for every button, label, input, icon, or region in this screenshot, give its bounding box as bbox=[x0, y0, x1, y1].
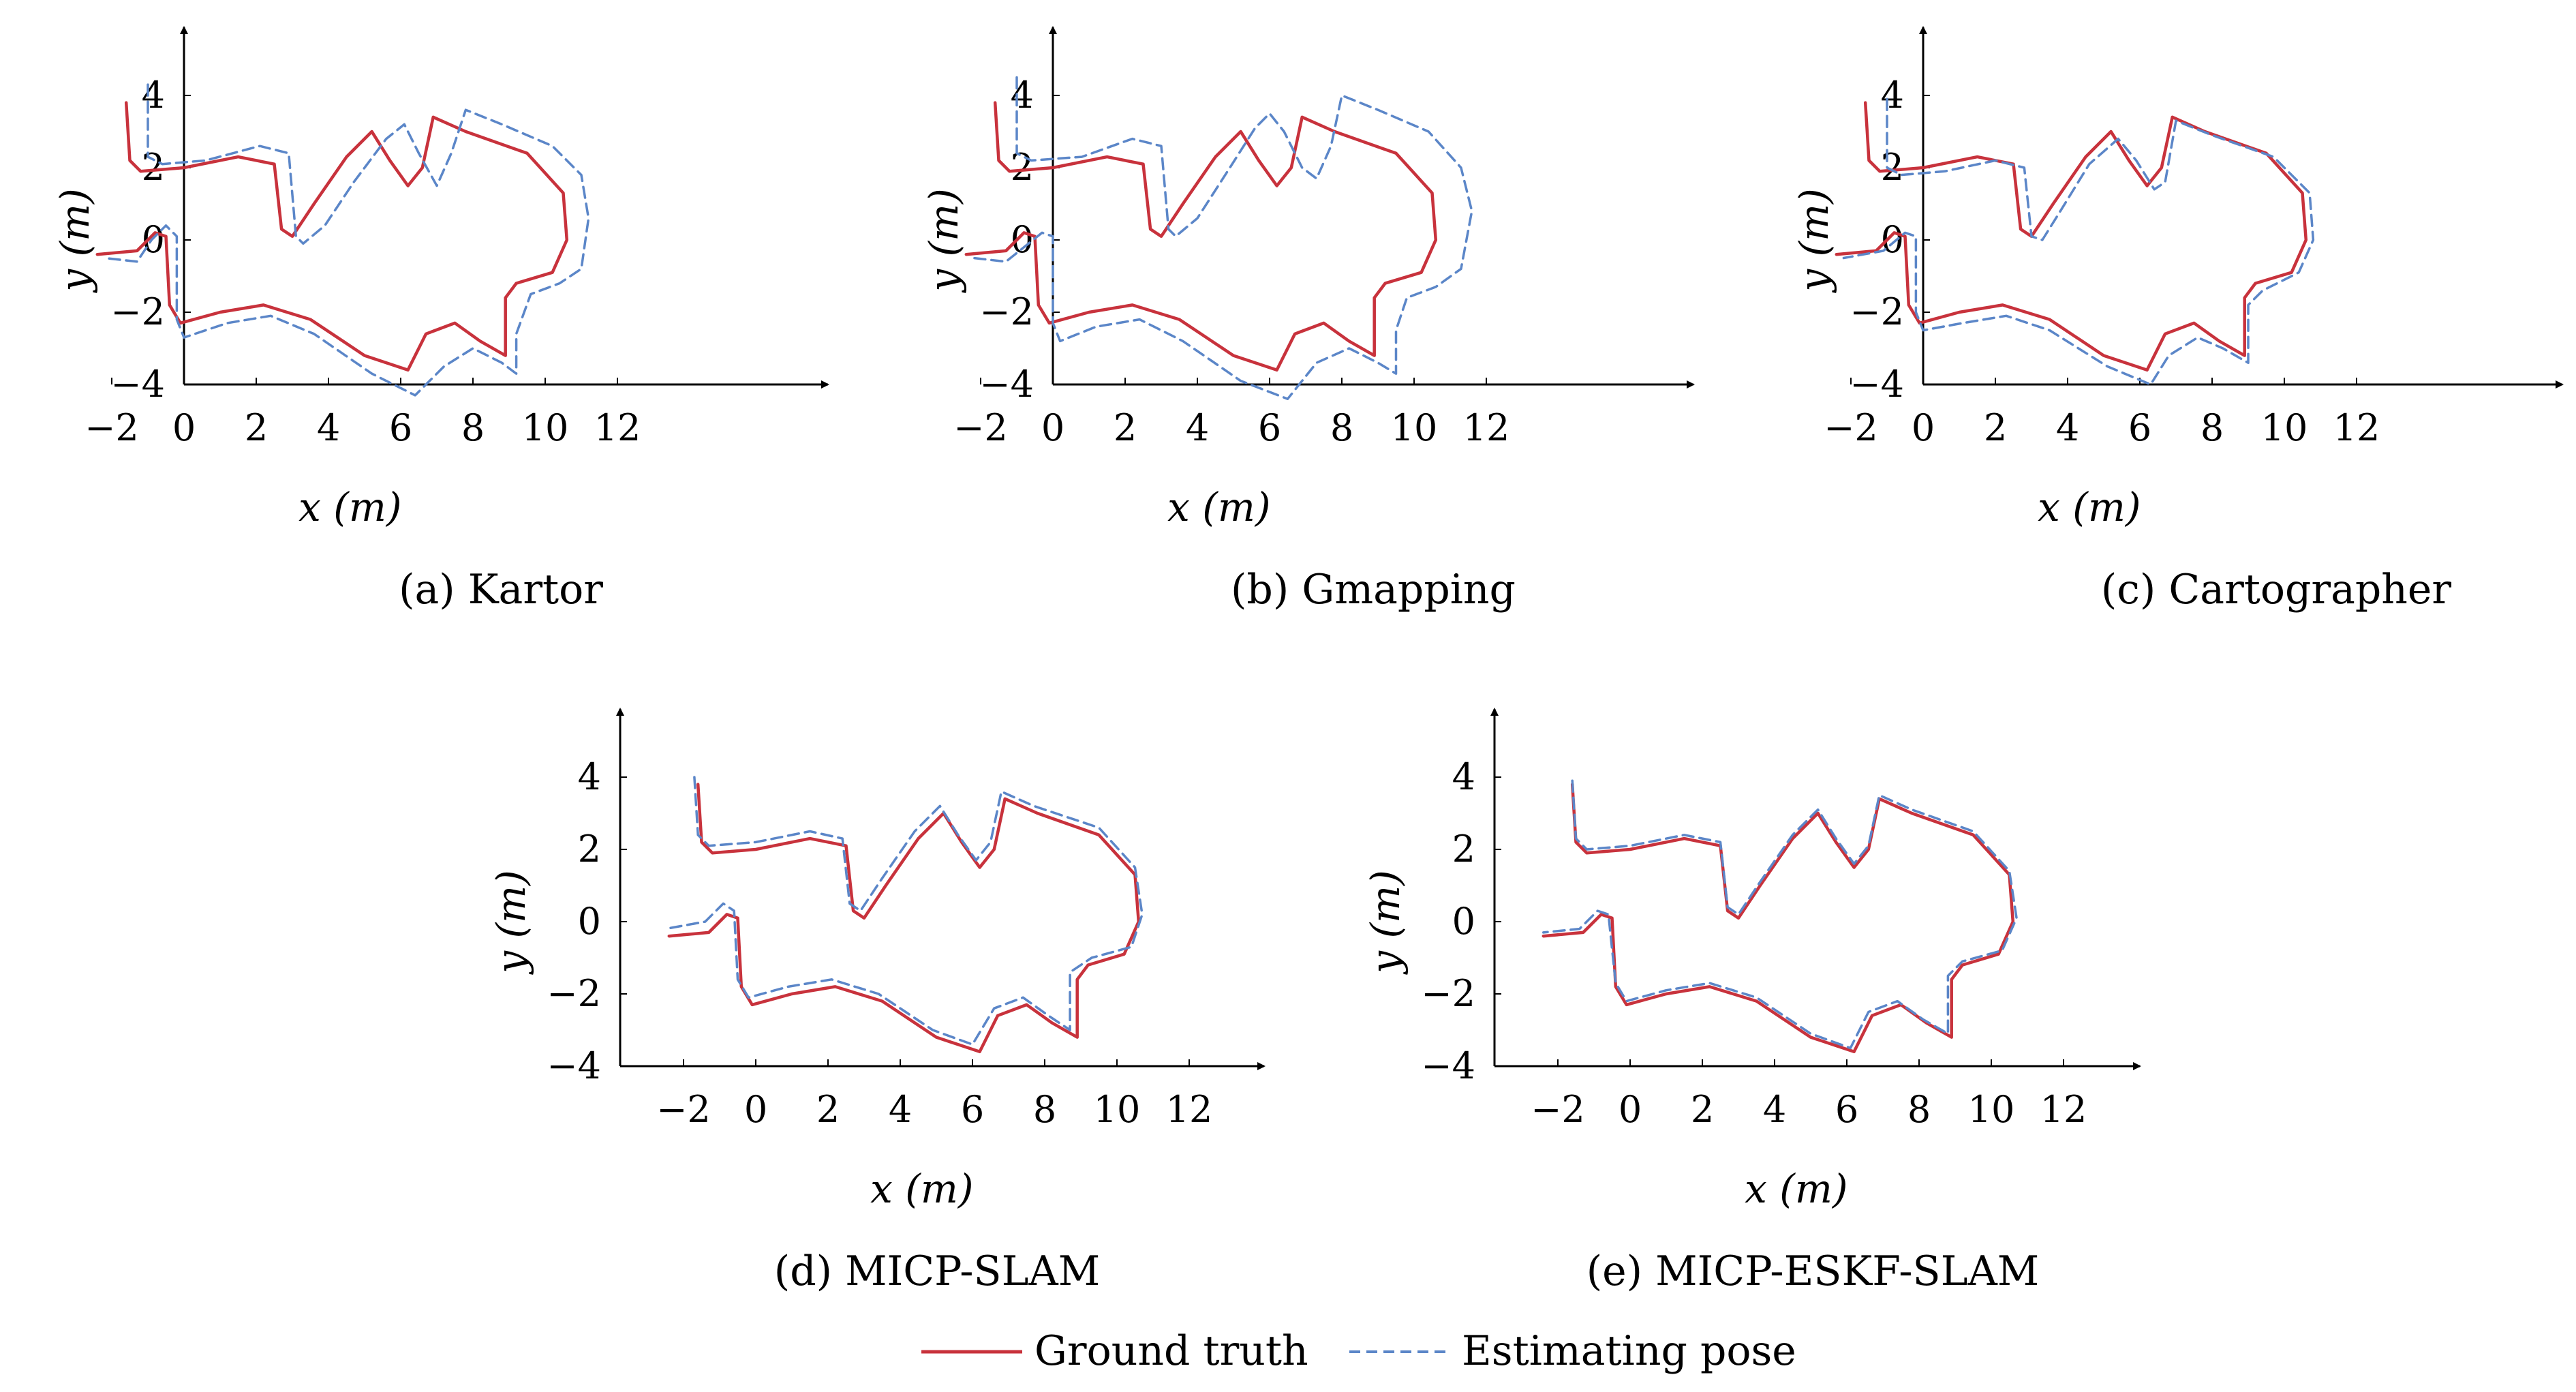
x-tick-label: 2 bbox=[1691, 1088, 1714, 1131]
y-tick-label: 4 bbox=[142, 74, 165, 117]
x-tick-label: 12 bbox=[2040, 1088, 2087, 1131]
chart-panel-1: 420−2−4−2 0 2 4 6 8 10 12x (m)y (m)(a) Kartor bbox=[52, 26, 829, 614]
series-estimating-pose bbox=[664, 776, 1144, 1046]
x-tick-label: −2 bbox=[85, 406, 139, 449]
x-tick-label: 8 bbox=[2201, 406, 2224, 449]
y-tick-label: 4 bbox=[1011, 74, 1034, 117]
x-tick-label: 0 bbox=[172, 406, 196, 449]
series-ground-truth bbox=[1835, 101, 2308, 372]
x-tick-label: 10 bbox=[1094, 1088, 1141, 1131]
chart-panel-2: 420−2−4−2 0 2 4 6 8 10 12x (m)y (m)(b) Gmapping bbox=[921, 26, 1695, 614]
x-tick-label: 10 bbox=[2261, 406, 2308, 449]
x-tick-label: 4 bbox=[889, 1088, 912, 1131]
x-tick-label: 2 bbox=[816, 1088, 840, 1131]
chart-panel-5: 4 2 0 −2 −4 −2 0 2 4 6 8 10 12 x (m) y (m) (e) MICP-ESK… bbox=[1362, 708, 2141, 1295]
y-axis-label: y (m) bbox=[1362, 870, 1409, 975]
x-axis-label: x (m) bbox=[298, 484, 401, 530]
y-tick-label: 2 bbox=[142, 146, 165, 189]
y-tick-label: 0 bbox=[1452, 900, 1475, 943]
x-tick-label: 6 bbox=[1835, 1088, 1858, 1131]
y-tick-label: −4 bbox=[979, 363, 1034, 406]
x-tick-label: −2 bbox=[1531, 1088, 1585, 1131]
chart-panel-3: 420−2−4−2 0 2 4 6 8 10 12x (m)y (m)(c) Cartogra… bbox=[1791, 26, 2564, 614]
x-tick-label: 6 bbox=[961, 1088, 984, 1131]
x-tick-label: 2 bbox=[1984, 406, 2007, 449]
x-tick-label: 8 bbox=[1033, 1088, 1056, 1131]
y-tick-label: 4 bbox=[1881, 74, 1904, 117]
x-axis-label: x (m) bbox=[1167, 484, 1270, 530]
panel-caption: (b) Gmapping bbox=[1231, 566, 1516, 614]
y-tick-label: −4 bbox=[110, 363, 165, 406]
panel-caption: (a) Kartor bbox=[399, 566, 603, 614]
y-axis-label: y (m) bbox=[52, 188, 98, 293]
y-tick-label: −4 bbox=[1850, 363, 1904, 406]
x-tick-label: 4 bbox=[1186, 406, 1209, 449]
series-estimating-pose bbox=[1842, 97, 2315, 386]
x-tick-label: 10 bbox=[1968, 1088, 2015, 1131]
y-tick-label: 2 bbox=[1452, 828, 1475, 871]
x-tick-label: 10 bbox=[1391, 406, 1438, 449]
chart-panel-4: 4 2 0 −2 −4 −2 0 2 4 6 8 10 12 x (m) y (m) (d) MICP-SLA… bbox=[488, 708, 1266, 1295]
x-tick-label: 12 bbox=[1166, 1088, 1213, 1131]
series-ground-truth bbox=[1542, 783, 2015, 1054]
panel-caption: (d) MICP-SLAM bbox=[774, 1247, 1100, 1295]
x-tick-label: −2 bbox=[1824, 406, 1878, 449]
y-axis-label: y (m) bbox=[488, 870, 534, 975]
y-tick-label: 0 bbox=[578, 900, 601, 943]
x-tick-label: 6 bbox=[389, 406, 412, 449]
legend: Ground truth Estimating pose bbox=[921, 1327, 1796, 1375]
panel-caption: (c) Cartographer bbox=[2101, 566, 2452, 614]
y-tick-label: −2 bbox=[547, 972, 601, 1015]
x-tick-label: 4 bbox=[2056, 406, 2079, 449]
y-tick-label: 2 bbox=[1881, 146, 1904, 189]
x-axis-label: x (m) bbox=[1745, 1166, 1847, 1212]
x-tick-label: 8 bbox=[1907, 1088, 1931, 1131]
x-tick-label: 4 bbox=[317, 406, 340, 449]
x-tick-label: −2 bbox=[656, 1088, 711, 1131]
x-tick-label: 0 bbox=[744, 1088, 767, 1131]
x-tick-label: 2 bbox=[245, 406, 268, 449]
x-tick-label: 8 bbox=[461, 406, 485, 449]
y-tick-label: 2 bbox=[1011, 146, 1034, 189]
x-tick-label: −2 bbox=[953, 406, 1008, 449]
y-tick-label: −2 bbox=[1421, 972, 1475, 1015]
x-tick-label: 10 bbox=[522, 406, 569, 449]
x-tick-label: 12 bbox=[594, 406, 641, 449]
series-estimating-pose bbox=[972, 76, 1473, 400]
series-ground-truth bbox=[95, 101, 569, 372]
legend-ground-truth-label: Ground truth bbox=[1034, 1327, 1308, 1375]
x-tick-label: 6 bbox=[2128, 406, 2151, 449]
x-axis-label: x (m) bbox=[2038, 484, 2141, 530]
y-tick-label: 4 bbox=[578, 755, 601, 798]
x-tick-label: 8 bbox=[1330, 406, 1353, 449]
x-tick-label: 12 bbox=[1463, 406, 1510, 449]
y-tick-label: 0 bbox=[1881, 218, 1904, 261]
x-tick-label: 4 bbox=[1763, 1088, 1786, 1131]
y-tick-label: 2 bbox=[578, 828, 601, 871]
series-estimating-pose bbox=[1542, 779, 2018, 1050]
x-tick-label: 12 bbox=[2333, 406, 2380, 449]
x-tick-label: 6 bbox=[1258, 406, 1281, 449]
series-ground-truth bbox=[964, 101, 1438, 372]
x-tick-label: 0 bbox=[1041, 406, 1064, 449]
y-axis-label: y (m) bbox=[1791, 188, 1837, 293]
y-tick-label: −2 bbox=[110, 290, 165, 333]
x-tick-label: 0 bbox=[1619, 1088, 1642, 1131]
panel-caption: (e) MICP-ESKF-SLAM bbox=[1586, 1247, 2039, 1295]
y-tick-label: −2 bbox=[1850, 290, 1904, 333]
y-tick-label: −4 bbox=[1421, 1044, 1475, 1087]
series-estimating-pose bbox=[103, 83, 590, 397]
y-tick-label: −2 bbox=[979, 290, 1034, 333]
y-axis-label: y (m) bbox=[921, 188, 967, 293]
x-tick-label: 2 bbox=[1114, 406, 1137, 449]
x-tick-label: 0 bbox=[1912, 406, 1935, 449]
y-tick-label: 4 bbox=[1452, 755, 1475, 798]
legend-estimating-pose-label: Estimating pose bbox=[1462, 1327, 1796, 1375]
x-axis-label: x (m) bbox=[870, 1166, 973, 1212]
y-tick-label: −4 bbox=[547, 1044, 601, 1087]
